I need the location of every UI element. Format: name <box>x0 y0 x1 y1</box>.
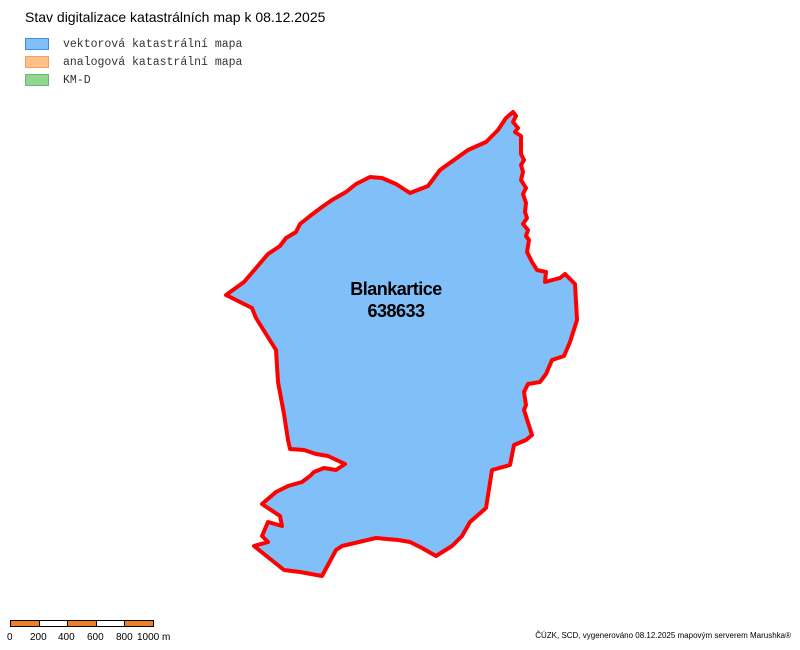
legend-item-vector: vektorová katastrální mapa <box>25 35 242 53</box>
scale-label: 1000 m <box>137 632 171 643</box>
scale-bar-segments <box>10 620 154 627</box>
legend-item-kmd: KM-D <box>25 71 242 89</box>
map-title: Stav digitalizace katastrálních map k 08… <box>25 9 326 25</box>
scale-label: 800 <box>116 632 133 643</box>
cadastral-area-polygon[interactable] <box>224 110 579 578</box>
scale-labels: 0 200 400 600 800 1000 m <box>7 632 170 646</box>
legend-label: vektorová katastrální mapa <box>63 37 243 51</box>
legend-swatch <box>25 74 49 86</box>
credits: ČÚZK, SCD, vygenerováno 08.12.2025 mapov… <box>535 631 791 640</box>
legend-swatch <box>25 56 49 68</box>
scale-label: 0 <box>7 632 13 643</box>
legend-label: KM-D <box>63 73 91 87</box>
scale-bar: 0 200 400 600 800 1000 m <box>7 620 170 646</box>
scale-label: 200 <box>30 632 47 643</box>
area-code-label: 638633 <box>367 301 425 321</box>
scale-label: 600 <box>87 632 104 643</box>
scale-segment <box>125 621 153 626</box>
scale-segment <box>11 621 40 626</box>
scale-segment <box>39 621 69 626</box>
legend-item-analog: analogová katastrální mapa <box>25 53 242 71</box>
legend-swatch <box>25 38 49 50</box>
legend: vektorová katastrální mapa analogová kat… <box>25 35 242 89</box>
legend-label: analogová katastrální mapa <box>63 55 243 69</box>
scale-segment <box>68 621 97 626</box>
scale-label: 400 <box>58 632 75 643</box>
scale-segment <box>96 621 126 626</box>
area-name-label: Blankartice <box>350 279 442 299</box>
